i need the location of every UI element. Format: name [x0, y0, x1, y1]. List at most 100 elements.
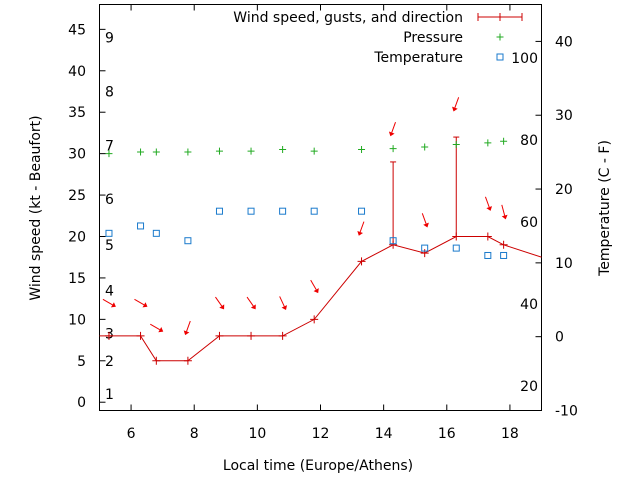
wind-direction-head — [142, 302, 148, 308]
x-axis-label: Local time (Europe/Athens) — [223, 458, 413, 474]
wind-direction-arrow — [484, 196, 493, 211]
temperature-point — [421, 244, 429, 252]
beaufort-label: 8 — [105, 85, 114, 101]
temperature-point — [500, 251, 508, 259]
beaufort-label: 6 — [105, 192, 114, 208]
pressure-point — [137, 148, 145, 156]
temperature-point — [152, 229, 160, 237]
pressure-point — [105, 150, 113, 158]
y-left-tick-label: 30 — [68, 147, 86, 163]
wind-direction-head — [313, 288, 319, 294]
wind-direction-head — [110, 302, 116, 308]
wind-direction-arrow — [134, 298, 148, 308]
temperature-point — [484, 251, 492, 259]
pressure-series — [105, 137, 508, 158]
wind-speed-point — [215, 331, 224, 340]
wind-direction-arrow — [279, 296, 288, 311]
fahrenheit-labels: 20 40 60 80 100 — [511, 51, 538, 395]
y-right-tick-labels: -10 0 10 20 30 40 — [555, 34, 578, 419]
beaufort-label: 7 — [105, 138, 114, 154]
fahrenheit-label: 80 — [520, 133, 538, 149]
wind-direction-arrow — [501, 204, 508, 220]
wind-direction-shaft — [454, 97, 460, 108]
beaufort-label: 1 — [105, 387, 114, 403]
wind-direction-arrow — [215, 296, 225, 310]
wind-speed-point — [357, 257, 366, 266]
wind-direction-shaft — [215, 296, 223, 307]
wind-direction-head — [486, 206, 493, 211]
pressure-point — [152, 148, 160, 156]
wind-direction-head — [219, 304, 225, 310]
wind-direction-head — [281, 305, 288, 311]
pressure-point — [310, 147, 318, 155]
wind-speed-point — [310, 315, 319, 324]
y-left-tick-label: 35 — [68, 105, 86, 121]
wind-direction-head — [501, 214, 508, 220]
wind-direction-arrow — [357, 221, 365, 236]
wind-speed-point — [278, 331, 287, 340]
beaufort-labels: 123456789 — [105, 31, 114, 403]
temperature-point — [247, 207, 255, 215]
wind-series — [99, 97, 542, 365]
wind-direction-head — [183, 330, 190, 336]
wind-direction-shaft — [134, 298, 145, 306]
temperature-series — [105, 207, 508, 259]
wind-speed-point — [499, 240, 508, 249]
wind-direction-arrow — [388, 122, 396, 137]
pressure-point — [215, 147, 223, 155]
beaufort-label: 5 — [105, 238, 114, 254]
y-left-tick-label: 25 — [68, 188, 86, 204]
wind-direction-shaft — [150, 323, 161, 331]
wind-direction-head — [423, 222, 429, 228]
fahrenheit-label: 100 — [511, 51, 538, 67]
wind-speed-point — [483, 232, 492, 241]
pressure-point — [279, 146, 287, 153]
pressure-point — [389, 145, 397, 153]
wind-direction-shaft — [246, 296, 254, 307]
pressure-point — [500, 137, 508, 145]
wind-speed-point — [136, 331, 145, 340]
wind-speed-line — [99, 236, 542, 362]
axis-ticks — [99, 4, 542, 411]
x-tick-label: 10 — [248, 426, 266, 442]
legend-label-pressure: Pressure — [403, 30, 463, 46]
y-right-tick-label: 40 — [555, 34, 573, 50]
x-tick-label: 6 — [127, 426, 136, 442]
y-left-tick-labels: 0 5 10 15 20 25 30 35 40 45 — [68, 22, 86, 411]
legend-swatch-wind-marks — [477, 13, 523, 21]
x-tick-label: 12 — [312, 426, 330, 442]
x-tick-label: 14 — [375, 426, 393, 442]
wind-direction-arrow — [150, 323, 164, 333]
y-left-tick-label: 10 — [68, 312, 86, 328]
pressure-point — [452, 141, 460, 149]
y-right-tick-label: 20 — [555, 182, 573, 198]
wind-speed-point — [183, 356, 192, 365]
y-axis-right-label: Temperature (C - F) — [597, 140, 613, 277]
beaufort-label: 4 — [105, 283, 114, 299]
pressure-point — [184, 148, 192, 156]
pressure-point — [484, 139, 492, 147]
beaufort-label: 2 — [105, 354, 114, 370]
wind-speed-point — [420, 249, 429, 258]
wind-direction-arrow — [452, 97, 460, 112]
x-tick-label: 16 — [438, 426, 456, 442]
wind-direction-arrow — [310, 279, 319, 294]
wind-speed-point — [152, 356, 161, 365]
plot-frame — [99, 4, 542, 411]
legend-label-temperature: Temperature — [373, 50, 463, 66]
wind-speed-point — [247, 331, 256, 340]
wind-direction-shaft — [391, 122, 396, 133]
legend: Wind speed, gusts, and direction Pressure… — [233, 10, 523, 66]
y-right-tick-label: 0 — [555, 330, 564, 346]
temperature-point — [105, 229, 113, 237]
x-tick-label: 18 — [501, 426, 519, 442]
wind-direction-shaft — [186, 320, 191, 332]
wind-direction-shaft — [484, 196, 490, 208]
y-left-tick-label: 15 — [68, 271, 86, 287]
y-right-tick-label: 30 — [555, 108, 573, 124]
wind-direction-shaft — [102, 298, 113, 306]
wind-direction-shaft — [501, 204, 506, 216]
x-tick-labels: 6 8 10 12 14 16 18 — [127, 426, 519, 442]
fahrenheit-label: 60 — [520, 215, 538, 231]
pressure-point — [247, 147, 255, 155]
